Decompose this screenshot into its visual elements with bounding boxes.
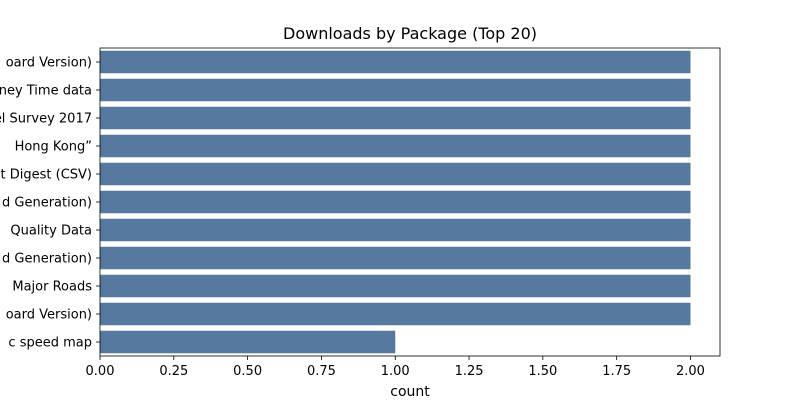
y-tick-label-8: Major Roads	[12, 280, 92, 295]
x-tick-label-7: 1.75	[602, 364, 631, 379]
x-tick-label-2: 0.50	[233, 364, 262, 379]
x-tick-label-3: 0.75	[307, 364, 336, 379]
y-tick-label-2: el Survey 2017	[0, 112, 92, 127]
bar-3	[100, 134, 691, 158]
x-axis-label: count	[390, 384, 430, 400]
y-tick-label-5: d Generation)	[2, 196, 92, 211]
x-tick-label-6: 1.50	[528, 364, 557, 379]
bar-0	[100, 50, 691, 74]
x-tick-label-8: 2.00	[676, 364, 705, 379]
x-axis: 0.00 0.25 0.50 0.75 1.00 1.25 1.50 1.75 2.00	[86, 356, 705, 379]
chart-title: Downloads by Package (Top 20)	[283, 24, 537, 43]
bar-5	[100, 190, 691, 214]
bar-9	[100, 302, 691, 326]
bar-7	[100, 246, 691, 270]
y-tick-label-1: ney Time data	[0, 84, 92, 99]
bar-2	[100, 106, 691, 130]
y-tick-label-9: oard Version)	[6, 308, 92, 323]
x-tick-label-1: 0.25	[159, 364, 188, 379]
bar-4	[100, 162, 691, 186]
y-tick-label-6: Quality Data	[10, 224, 92, 239]
y-tick-label-7: d Generation)	[2, 252, 92, 267]
bar-6	[100, 218, 691, 242]
plot-frame	[99, 47, 721, 357]
y-tick-label-3: Hong Kong”	[15, 140, 92, 155]
bar-8	[100, 274, 691, 298]
y-tick-label-10: c speed map	[8, 336, 92, 351]
y-tick-label-0: oard Version)	[6, 56, 92, 71]
x-tick-label-5: 1.25	[455, 364, 484, 379]
y-tick-labels: oard Version) ney Time data el Survey 2017…	[0, 56, 100, 351]
bar-1	[100, 78, 691, 102]
y-tick-label-4: t Digest (CSV)	[1, 168, 92, 183]
x-tick-label-0: 0.00	[86, 364, 115, 379]
x-tick-label-4: 1.00	[381, 364, 410, 379]
bars-layer	[100, 50, 691, 354]
bar-10	[100, 330, 396, 354]
